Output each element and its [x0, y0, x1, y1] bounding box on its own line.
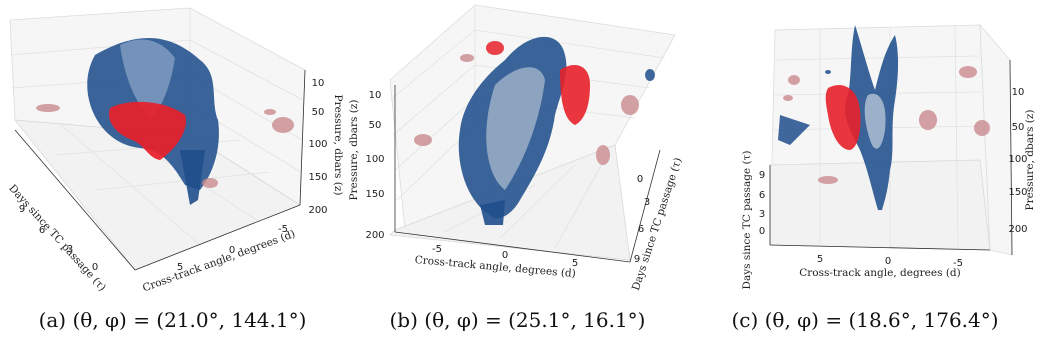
panel-b: -5 0 5 0 3 6 9 10 50 100 150 200 Cross-track angl…	[345, 0, 690, 350]
y-ticks-b: 0 3 6 9	[634, 174, 650, 265]
y-tick-label: 3	[67, 244, 73, 255]
red-blob-a3	[202, 178, 218, 188]
z-tick-label: 150	[308, 172, 327, 183]
red-blob-b4	[621, 95, 639, 115]
red-blob-b3	[414, 134, 432, 146]
z-tick-label: 100	[1008, 154, 1027, 165]
caption-expr-a: (θ, φ) = (21.0°, 144.1°)	[72, 308, 307, 332]
red-blob-c2	[959, 66, 977, 78]
blue-highlight-b	[486, 67, 545, 190]
z-axis-label-c: Pressure, dbars (z)	[1024, 110, 1036, 211]
y-tick-label: 3	[644, 197, 650, 208]
z-tick-label: 50	[369, 120, 382, 131]
red-blob-a4	[264, 109, 276, 115]
z-ticks-b: 10 50 100 150 200	[365, 90, 384, 241]
blue-tail-a	[180, 150, 205, 205]
caption-label-b: (b)	[389, 308, 418, 332]
x-ticks-a: 5 0 -5	[177, 224, 288, 273]
y-tick-label: 6	[759, 190, 765, 201]
z-axis-label-b: Pressure, dbars (z)	[348, 100, 360, 201]
y-tick-label: 0	[637, 174, 643, 185]
y-tick-label: 0	[759, 226, 765, 237]
z-tick-label: 150	[1008, 187, 1027, 198]
y-ticks-c: 9 6 3 0	[759, 170, 765, 237]
red-blob-b2	[460, 54, 474, 62]
red-blob-c5	[818, 176, 838, 184]
red-isosurface-a	[108, 101, 186, 160]
y-ticks-a: 9 6 3 0	[19, 204, 98, 273]
red-blob-b1	[486, 41, 504, 55]
blue-tail-b	[480, 200, 505, 225]
z-ticks-c: 10 50 100 150 200	[1008, 87, 1027, 235]
z-tick-label: 100	[308, 139, 327, 150]
red-blob-a2	[272, 117, 294, 133]
red-isosurface-b	[560, 65, 590, 125]
blue-highlight-a	[120, 39, 175, 120]
caption-label-a: (a)	[38, 308, 67, 332]
z-tick-label: 10	[312, 78, 325, 89]
plot-b: -5 0 5 0 3 6 9 10 50 100 150 200 Cross-track angl…	[348, 4, 684, 292]
x-tick-label: -5	[432, 244, 442, 255]
blue-highlight-c	[864, 93, 886, 149]
z-tick-label: 200	[308, 205, 327, 216]
red-isosurface-c	[825, 84, 861, 150]
red-blob-c4	[919, 110, 937, 130]
blue-blob-b1	[645, 69, 655, 81]
x-axis-label-c: Cross-track angle, degrees (d)	[799, 267, 961, 279]
y-tick-label: 6	[39, 225, 45, 236]
red-blob-b5	[596, 145, 610, 165]
y-tick-label: 6	[638, 224, 644, 235]
z-tick-label: 50	[1012, 122, 1025, 133]
x-axis-label-b: Cross-track angle, degrees (d)	[414, 254, 576, 280]
z-tick-label: 10	[1012, 87, 1025, 98]
y-axis-label-c: Days since TC passage (τ)	[741, 151, 753, 290]
z-tick-label: 10	[369, 90, 382, 101]
red-blob-a1	[36, 104, 60, 112]
blue-blob-c1	[778, 115, 810, 145]
caption-expr-b: (θ, φ) = (25.1°, 16.1°)	[424, 308, 646, 332]
y-tick-label: 9	[759, 170, 765, 181]
red-blob-c3	[974, 120, 990, 136]
y-tick-label: 0	[92, 262, 98, 273]
x-tick-label: 0	[502, 250, 508, 261]
x-tick-label: -5	[953, 258, 963, 269]
y-tick-label: 9	[634, 254, 640, 265]
x-tick-label: 5	[177, 262, 183, 273]
caption-c: (c) (θ, φ) = (18.6°, 176.4°)	[690, 308, 1040, 332]
z-tick-label: 150	[365, 189, 384, 200]
x-tick-label: -5	[278, 224, 288, 235]
y-tick-label: 9	[19, 204, 25, 215]
z-tick-label: 100	[365, 154, 384, 165]
caption-label-c: (c)	[731, 308, 759, 332]
z-tick-label: 50	[312, 107, 325, 118]
caption-b: (b) (θ, φ) = (25.1°, 16.1°)	[345, 308, 690, 332]
blue-blob-c2	[825, 70, 831, 74]
z-ticks-a: 10 50 100 150 200	[308, 78, 327, 216]
z-tick-label: 200	[1008, 224, 1027, 235]
x-ticks-b: -5 0 5	[432, 244, 578, 269]
x-ticks-c: 5 0 -5	[817, 254, 963, 269]
red-blob-c1	[788, 75, 800, 85]
y-tick-label: 3	[759, 209, 765, 220]
x-tick-label: 5	[817, 254, 823, 265]
x-tick-label: 5	[572, 258, 578, 269]
caption-a: (a) (θ, φ) = (21.0°, 144.1°)	[0, 308, 345, 332]
x-tick-label: 0	[885, 256, 891, 267]
caption-expr-c: (θ, φ) = (18.6°, 176.4°)	[764, 308, 999, 332]
x-tick-label: 0	[229, 245, 235, 256]
red-blob-c6	[783, 95, 793, 101]
z-axis-label-a: Pressure, dbars (z)	[332, 95, 344, 196]
z-tick-label: 200	[365, 230, 384, 241]
